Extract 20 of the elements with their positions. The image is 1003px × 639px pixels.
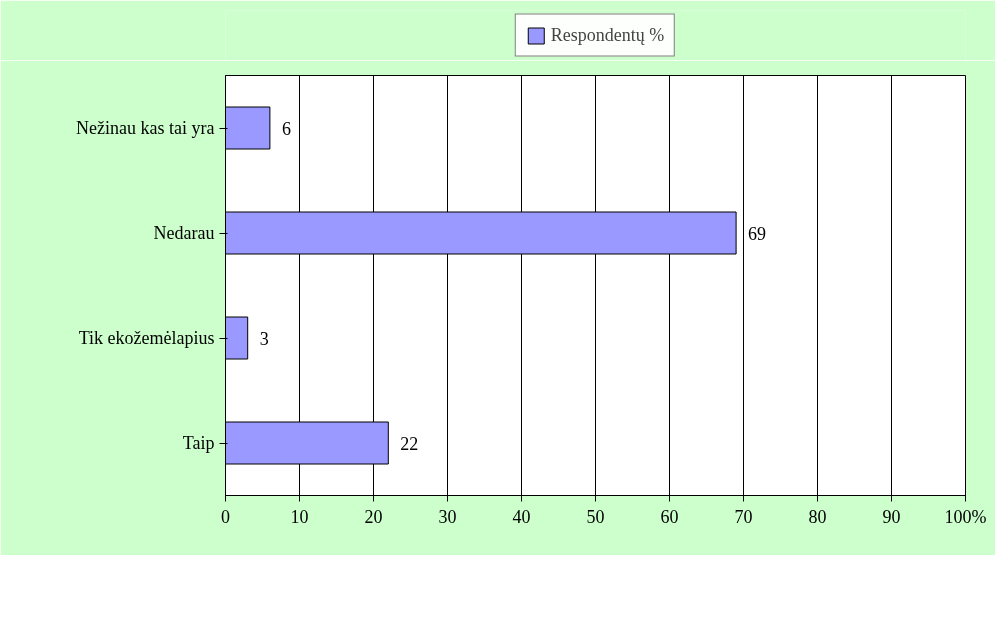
- x-tick-label: 60: [660, 506, 679, 527]
- y-tick-label: Nedarau: [153, 223, 215, 243]
- x-tick-label: 0: [221, 506, 230, 527]
- legend-label: Respondentų %: [550, 24, 665, 46]
- data-label: 22: [400, 433, 419, 454]
- data-label: 3: [259, 328, 269, 349]
- x-tick-label: 80: [808, 506, 827, 527]
- data-label: 69: [748, 223, 767, 244]
- x-tick-label: 40: [512, 506, 531, 527]
- x-tick-label: 20: [364, 506, 383, 527]
- x-tick-label: 10: [290, 506, 309, 527]
- y-tick-label: Tik ekožemėlapius: [78, 328, 215, 348]
- x-tick-label: 30: [438, 506, 457, 527]
- x-tick-label: 50: [586, 506, 605, 527]
- y-tick-label: Taip: [182, 433, 215, 453]
- y-tick-label: Nežinau kas tai yra: [76, 118, 215, 138]
- data-label: 6: [281, 118, 291, 139]
- x-tick-label: 90: [882, 506, 901, 527]
- x-tick-label: 100%: [944, 506, 987, 527]
- x-tick-label: 70: [734, 506, 753, 527]
